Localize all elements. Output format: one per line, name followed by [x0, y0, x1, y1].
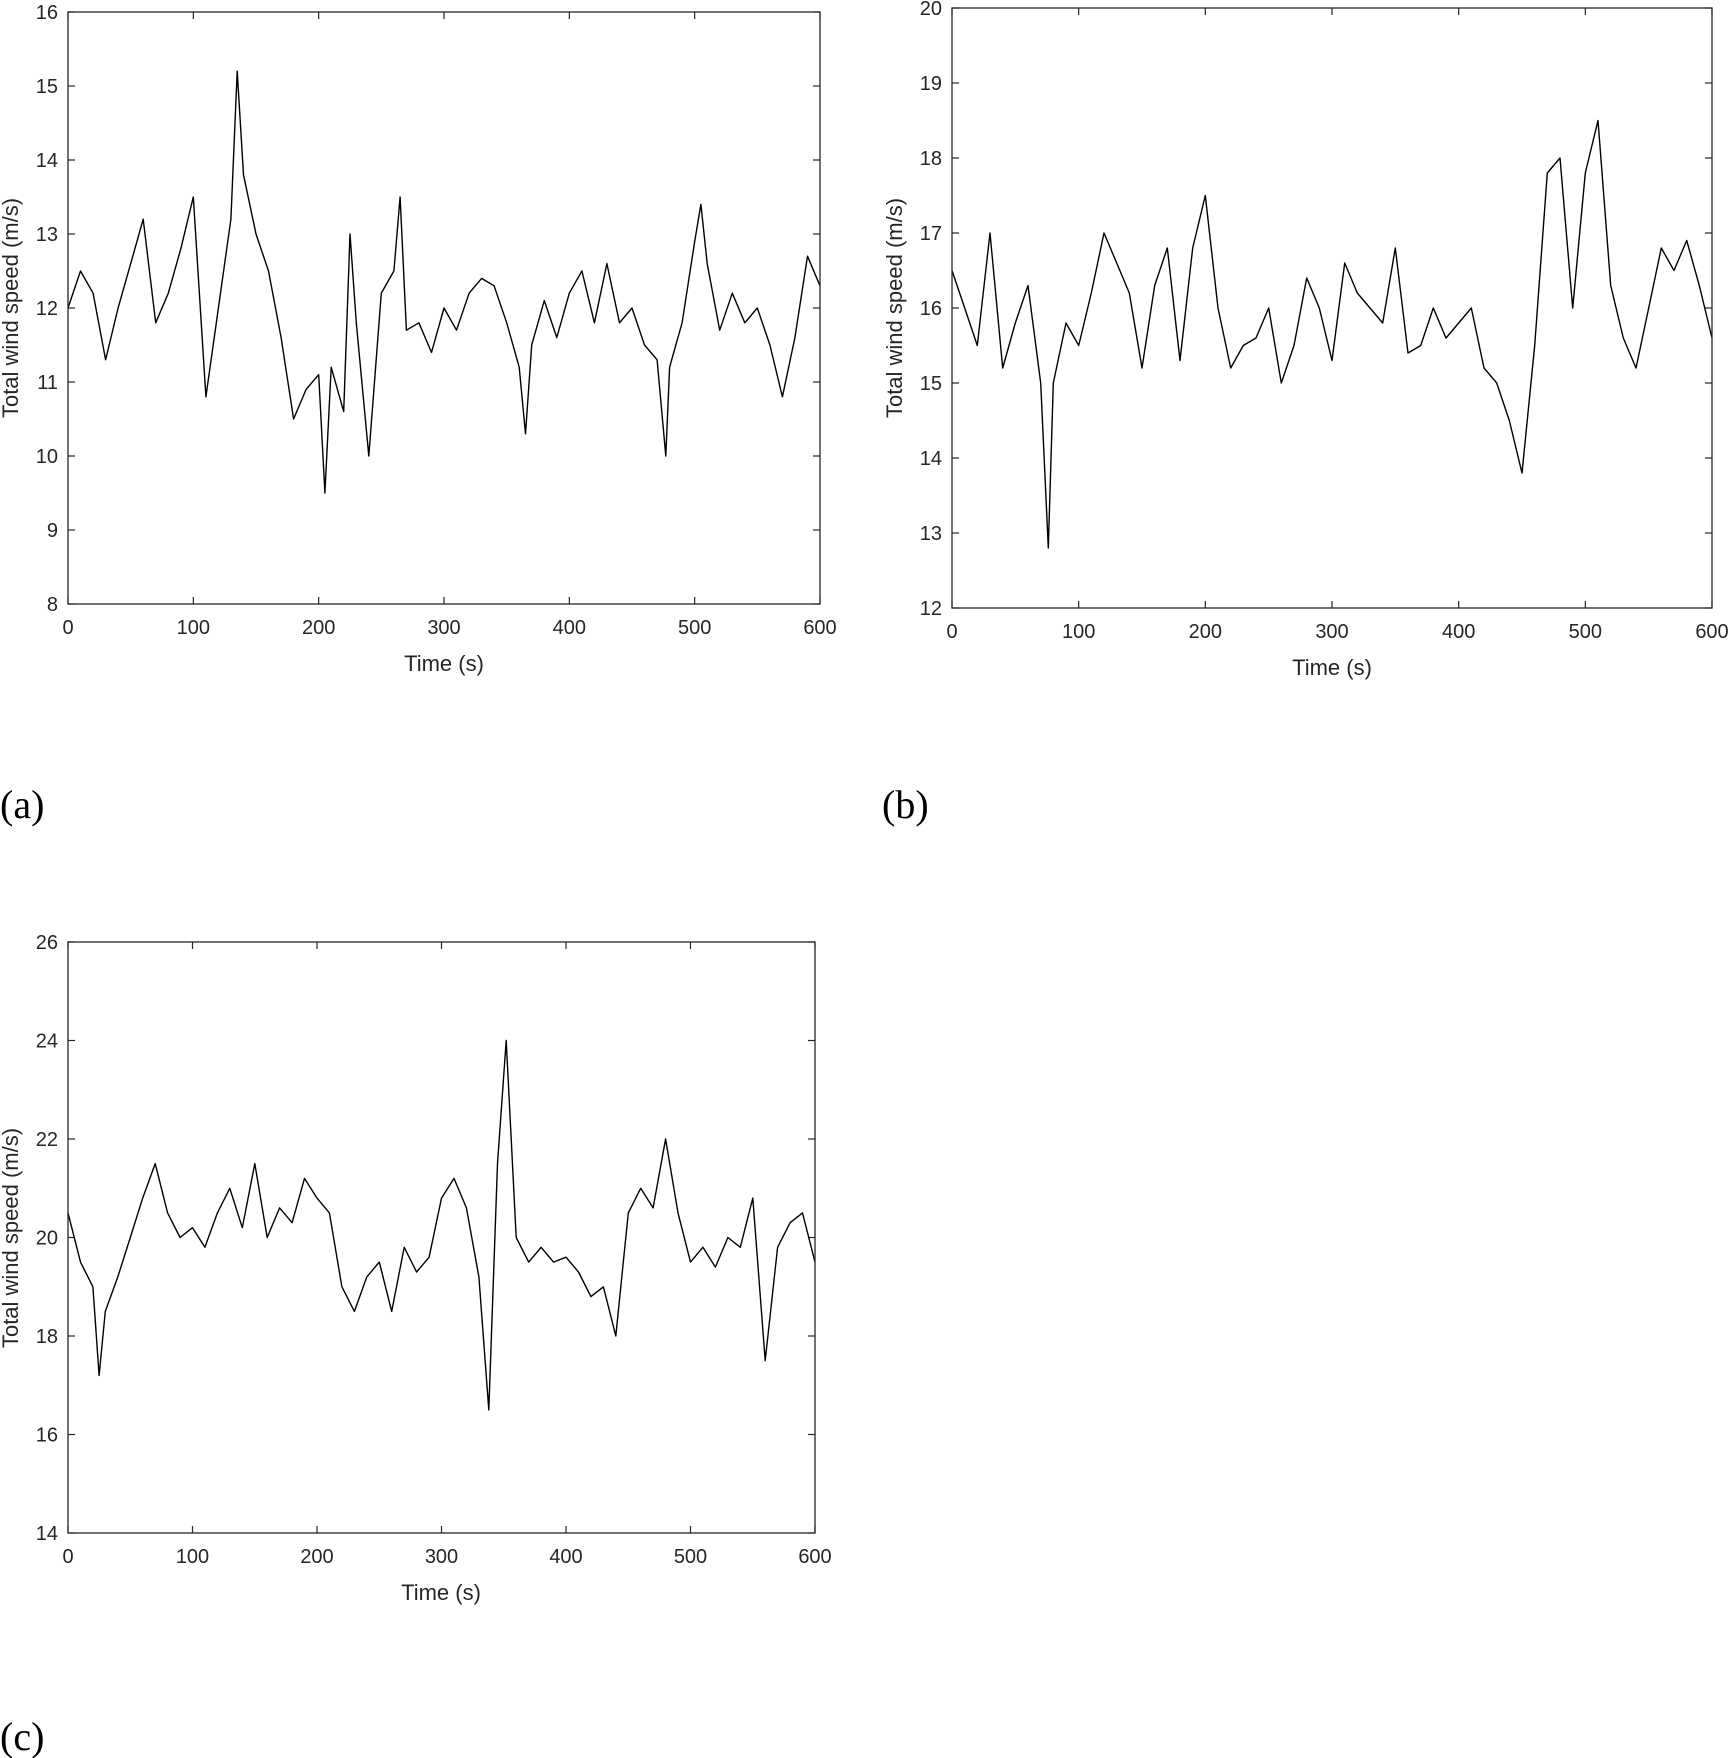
- panel-a-ytick-label: 8: [47, 594, 58, 616]
- panel-b-ytick-label: 17: [920, 223, 942, 245]
- panel-a-ytick-label: 15: [36, 76, 58, 98]
- chart-panel-a: 0 100 200 300 400 500 600 8 9 10 11 12 13 14 15 16 Time…: [0, 2, 837, 827]
- chart-panel-b: 0 100 200 300 400 500 600 12 13 14 15 16 17 18 19 20 Ti…: [882, 0, 1729, 827]
- panel-b-ytick-label: 18: [920, 148, 942, 170]
- panel-c-xtick-label: 400: [549, 1546, 582, 1568]
- panel-c-ytick-label: 24: [36, 1031, 58, 1053]
- panel-c-xtick-label: 0: [62, 1546, 73, 1568]
- panel-c-xtick-label: 200: [300, 1546, 333, 1568]
- panel-a-xtick-label: 100: [177, 617, 210, 639]
- panel-a-xtick-label: 200: [302, 617, 335, 639]
- panel-a-xtick-label: 0: [62, 617, 73, 639]
- panel-b-ytick-label: 15: [920, 373, 942, 395]
- panel-b-xtick-label: 0: [946, 621, 957, 643]
- panel-c-ytick-label: 18: [36, 1326, 58, 1348]
- panel-a-axes-box: [67, 11, 821, 605]
- panel-a-ticks: 0 100 200 300 400 500 600 8 9 10 11 12 13 14 15 16: [36, 2, 837, 639]
- panel-b-ticks: 0 100 200 300 400 500 600 12 13 14 15 16 17 18 19 20: [920, 0, 1729, 643]
- panel-c-xlabel: Time (s): [401, 1580, 481, 1605]
- panel-c-ticks: 0 100 200 300 400 500 600 14 16 18 20 22 24 26: [36, 932, 832, 1568]
- panel-a-ytick-label: 14: [36, 150, 58, 172]
- panel-b-xtick-label: 300: [1315, 621, 1348, 643]
- panel-b-ytick-label: 12: [920, 598, 942, 620]
- panel-b-xtick-label: 400: [1442, 621, 1475, 643]
- panel-b-axes-box: [951, 7, 1713, 609]
- panel-a-ytick-label: 16: [36, 2, 58, 24]
- panel-b-series-line: [951, 119, 1713, 549]
- panel-b-xlabel: Time (s): [1292, 655, 1372, 680]
- panel-a-ylabel: Total wind speed (m/s): [0, 198, 23, 418]
- panel-c-xtick-label: 300: [425, 1546, 458, 1568]
- panel-c-xtick-label: 500: [674, 1546, 707, 1568]
- panel-c-axes-box: [67, 941, 816, 1534]
- panel-a-ytick-label: 10: [36, 446, 58, 468]
- panel-b-label: (b): [882, 782, 929, 827]
- panel-a-xtick-label: 400: [553, 617, 586, 639]
- panel-b-xtick-label: 600: [1695, 621, 1728, 643]
- panel-c-label: (c): [0, 1714, 44, 1758]
- panel-a-ytick-label: 11: [37, 372, 58, 394]
- panel-c-ytick-label: 14: [36, 1523, 58, 1545]
- panel-c-xtick-label: 100: [176, 1546, 209, 1568]
- panel-c-series-line: [67, 1039, 816, 1411]
- panel-b-xtick-label: 100: [1062, 621, 1095, 643]
- panel-a-label: (a): [0, 782, 44, 827]
- panel-a-xtick-label: 600: [803, 617, 836, 639]
- panel-a-xlabel: Time (s): [404, 651, 484, 676]
- panel-c-ytick-label: 22: [36, 1129, 58, 1151]
- panel-c-line-layer: [67, 1039, 816, 1411]
- panel-b-ytick-label: 16: [920, 298, 942, 320]
- panel-a-ytick-label: 9: [47, 520, 58, 542]
- panel-b-ytick-label: 13: [920, 523, 942, 545]
- panel-c-ytick-label: 20: [36, 1228, 58, 1250]
- panel-a-xtick-label: 500: [678, 617, 711, 639]
- panel-b-xtick-label: 200: [1189, 621, 1222, 643]
- panel-a-ytick-label: 12: [36, 298, 58, 320]
- chart-panel-c: 0 100 200 300 400 500 600 14 16 18 20 22 24 26 Time (…: [0, 932, 832, 1758]
- panel-b-line-layer: [951, 119, 1713, 549]
- panel-b-ytick-label: 19: [920, 73, 942, 95]
- panel-c-xtick-label: 600: [798, 1546, 831, 1568]
- panel-a-series-line: [67, 70, 821, 494]
- panel-b-ylabel: Total wind speed (m/s): [882, 198, 907, 418]
- panel-c-ylabel: Total wind speed (m/s): [0, 1128, 23, 1348]
- panel-c-ytick-label: 16: [36, 1425, 58, 1447]
- panel-a-xtick-label: 300: [427, 617, 460, 639]
- panel-b-ytick-label: 14: [920, 448, 942, 470]
- panel-a-ytick-label: 13: [36, 224, 58, 246]
- panel-c-ytick-label: 26: [36, 932, 58, 954]
- panel-b-xtick-label: 500: [1569, 621, 1602, 643]
- panel-b-ytick-label: 20: [920, 0, 942, 20]
- panel-a-line-layer: [67, 70, 821, 494]
